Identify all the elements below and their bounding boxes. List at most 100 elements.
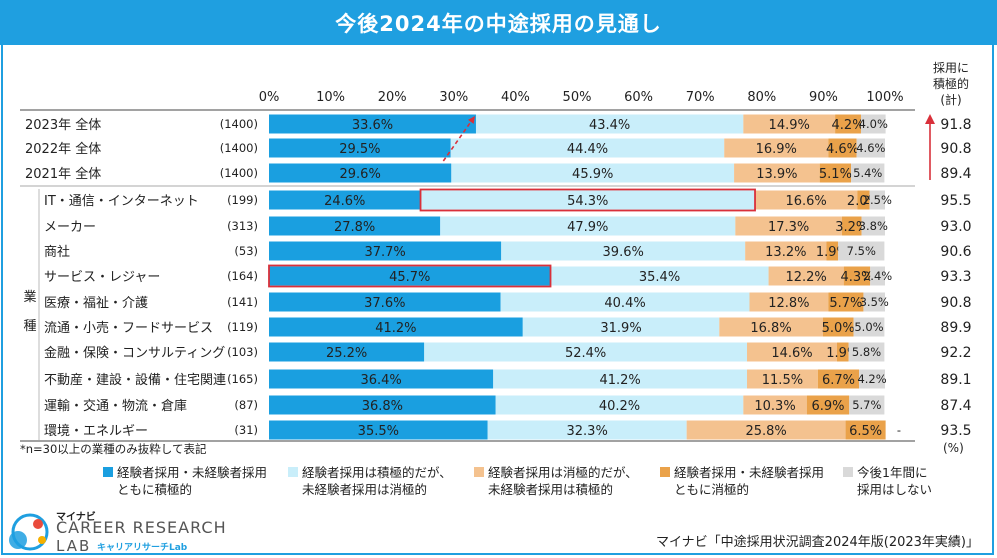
bar-segment bbox=[269, 241, 502, 261]
industry-group-label: 業 bbox=[23, 289, 36, 305]
career-research-lab-logo-icon bbox=[9, 513, 49, 551]
segment-data-label: 52.4% bbox=[565, 346, 606, 361]
segment-data-label: 24.6% bbox=[324, 194, 365, 209]
bar-segment bbox=[475, 114, 744, 134]
page-title: 今後2024年の中途採用の見通し bbox=[0, 0, 997, 45]
bar-segment bbox=[269, 114, 476, 134]
segment-data-label: 29.5% bbox=[339, 142, 380, 157]
row-sample-size: (199) bbox=[227, 193, 258, 207]
legend-swatch bbox=[474, 467, 484, 477]
segment-data-label: 27.8% bbox=[334, 220, 375, 235]
bar-segment bbox=[450, 138, 725, 158]
row-sample-size: (1400) bbox=[220, 117, 258, 131]
total-header-line2: 積極的 bbox=[932, 77, 969, 91]
segment-data-label: 25.8% bbox=[745, 424, 786, 439]
bar-segment bbox=[424, 342, 748, 362]
segment-data-label: 13.2% bbox=[765, 245, 806, 260]
segment-data-label: 14.6% bbox=[771, 346, 812, 361]
segment-data-label: - bbox=[897, 423, 901, 437]
row-label: 商社 bbox=[44, 244, 70, 260]
segment-data-label: 16.6% bbox=[785, 194, 826, 209]
row-sample-size: (119) bbox=[227, 320, 258, 334]
row-label: 環境・エネルギー bbox=[44, 424, 148, 439]
row-sample-size: (141) bbox=[227, 295, 258, 309]
segment-data-label: 25.2% bbox=[326, 346, 367, 361]
segment-data-label: 5.0% bbox=[854, 320, 883, 334]
row-sample-size: (165) bbox=[227, 372, 258, 386]
row-label: 不動産・建設・設備・住宅関連 bbox=[44, 372, 226, 388]
bar-segment bbox=[806, 395, 850, 415]
legend-swatch bbox=[843, 467, 853, 477]
brand-small: マイナビ bbox=[56, 512, 96, 523]
bar-segment bbox=[841, 216, 862, 236]
legend-swatch bbox=[103, 467, 113, 477]
bar-segment bbox=[495, 395, 744, 415]
bar-segment bbox=[768, 266, 844, 286]
bar-segment bbox=[735, 216, 842, 236]
segment-data-label: 43.4% bbox=[589, 118, 630, 133]
row-label: 2022年 全体 bbox=[25, 141, 101, 157]
x-tick-label: 30% bbox=[439, 90, 468, 105]
segment-data-label: 54.3% bbox=[567, 194, 608, 209]
row-sample-size: (87) bbox=[234, 398, 258, 412]
bar-segment bbox=[501, 241, 746, 261]
segment-data-label: 37.6% bbox=[364, 296, 405, 311]
industry-group-label: 種 bbox=[23, 318, 36, 334]
segment-data-label: 17.3% bbox=[768, 220, 809, 235]
segment-data-label: 13.9% bbox=[756, 167, 797, 182]
bar-segment bbox=[269, 138, 451, 158]
row-sample-size: (313) bbox=[227, 219, 258, 233]
bar-segment bbox=[493, 369, 748, 389]
bar-segment bbox=[269, 395, 496, 415]
row-total-value: 90.6 bbox=[940, 244, 971, 260]
bar-segment bbox=[269, 420, 488, 440]
row-total-value: 92.2 bbox=[940, 345, 971, 361]
legend-text: 未経験者採用は積極的 bbox=[488, 482, 614, 497]
bar-segment bbox=[747, 369, 818, 389]
bar-segment bbox=[817, 369, 860, 389]
segment-data-label: 41.2% bbox=[599, 373, 640, 388]
row-total-value: 87.4 bbox=[940, 398, 971, 414]
x-tick-label: 50% bbox=[563, 90, 592, 105]
segment-data-label: 40.4% bbox=[604, 296, 645, 311]
totals-trend-arrow-head bbox=[925, 114, 935, 124]
bar-segment bbox=[836, 342, 849, 362]
segment-data-label: 29.6% bbox=[340, 167, 381, 182]
row-total-value: 93.3 bbox=[940, 269, 971, 285]
bar-segment bbox=[743, 114, 836, 134]
segment-data-label: 5.0% bbox=[822, 321, 855, 336]
bar-segment bbox=[686, 420, 846, 440]
segment-data-label: 3.5% bbox=[860, 295, 889, 309]
bar-segment bbox=[749, 292, 829, 312]
bar-segment bbox=[724, 138, 829, 158]
bar-segment bbox=[828, 292, 864, 312]
segment-data-label: 31.9% bbox=[600, 321, 641, 336]
bar-segment bbox=[420, 190, 756, 210]
x-tick-label: 80% bbox=[747, 90, 776, 105]
segment-data-label: 35.5% bbox=[358, 424, 399, 439]
segment-data-label: 16.9% bbox=[756, 142, 797, 157]
segment-data-label: 5.8% bbox=[852, 345, 881, 359]
segment-data-label: 4.2% bbox=[832, 118, 865, 133]
segment-data-label: 37.7% bbox=[364, 245, 405, 260]
segment-data-label: 14.9% bbox=[769, 118, 810, 133]
bar-segment bbox=[843, 266, 871, 286]
x-tick-label: 10% bbox=[316, 90, 345, 105]
row-total-value: 93.5 bbox=[940, 423, 971, 439]
x-tick-label: 90% bbox=[809, 90, 838, 105]
highlight-box bbox=[268, 264, 552, 288]
x-tick-label: 40% bbox=[501, 90, 530, 105]
segment-data-label: 3.2% bbox=[835, 220, 868, 235]
segment-data-label: 5.1% bbox=[819, 167, 852, 182]
row-label: IT・通信・インターネット bbox=[44, 194, 199, 209]
legend-text: 経験者採用は積極的だが、 bbox=[302, 465, 452, 480]
segment-data-label: 2.4% bbox=[863, 269, 892, 283]
legend-swatch bbox=[660, 467, 670, 477]
row-label: 運輸・交通・物流・倉庫 bbox=[44, 398, 187, 414]
row-total-value: 89.9 bbox=[940, 320, 971, 336]
trend-arrow-line bbox=[442, 115, 476, 162]
row-sample-size: (31) bbox=[234, 423, 258, 437]
segment-data-label: 4.2% bbox=[857, 372, 886, 386]
bar-segment bbox=[856, 138, 885, 158]
segment-data-label: 5.4% bbox=[853, 166, 882, 180]
